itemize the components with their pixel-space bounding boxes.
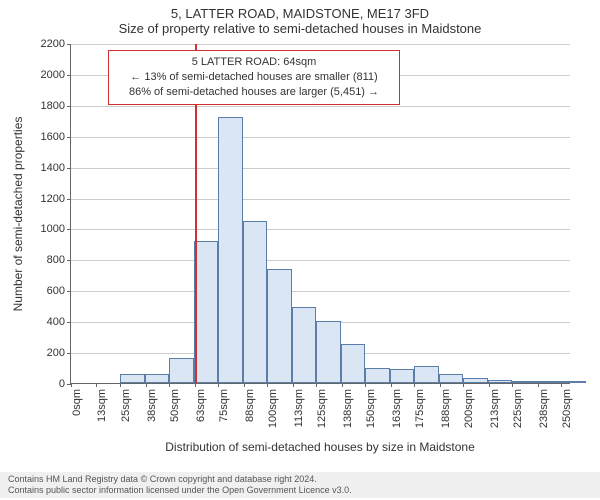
xtick-mark xyxy=(244,383,245,387)
histogram-bar xyxy=(267,269,292,383)
gridline xyxy=(71,199,570,200)
xtick-mark xyxy=(440,383,441,387)
x-axis-label: Distribution of semi-detached houses by … xyxy=(165,440,475,454)
histogram-bar xyxy=(365,368,390,383)
annotation-line-1: 5 LATTER ROAD: 64sqm xyxy=(117,55,391,70)
xtick-mark xyxy=(120,383,121,387)
xtick-label: 238sqm xyxy=(538,389,550,428)
histogram-bar xyxy=(120,374,145,383)
xtick-mark xyxy=(391,383,392,387)
xtick-mark xyxy=(293,383,294,387)
gridline xyxy=(71,106,570,107)
xtick-label: 113sqm xyxy=(293,389,305,427)
gridline xyxy=(71,260,570,261)
ytick-label: 0 xyxy=(59,378,71,390)
title-line-2: Size of property relative to semi-detach… xyxy=(0,21,600,36)
title-line-1: 5, LATTER ROAD, MAIDSTONE, ME17 3FD xyxy=(0,6,600,21)
ytick-label: 2200 xyxy=(41,38,71,50)
annotation-line-2: ← 13% of semi-detached houses are smalle… xyxy=(117,70,391,85)
histogram-bar xyxy=(463,378,488,383)
histogram-bar xyxy=(145,374,170,383)
xtick-mark xyxy=(71,383,72,387)
attribution-line-2: Contains public sector information licen… xyxy=(8,485,592,496)
xtick-mark xyxy=(218,383,219,387)
ytick-label: 400 xyxy=(47,316,71,328)
xtick-mark xyxy=(342,383,343,387)
xtick-mark xyxy=(169,383,170,387)
xtick-label: 25sqm xyxy=(120,389,132,422)
histogram-bar xyxy=(537,381,562,383)
histogram-bar xyxy=(341,344,366,383)
xtick-mark xyxy=(512,383,513,387)
xtick-label: 100sqm xyxy=(267,389,279,428)
xtick-mark xyxy=(316,383,317,387)
histogram-bar xyxy=(488,380,513,383)
ytick-label: 200 xyxy=(47,347,71,359)
ytick-label: 1200 xyxy=(41,193,71,205)
xtick-label: 138sqm xyxy=(342,389,354,428)
xtick-mark xyxy=(267,383,268,387)
xtick-mark xyxy=(561,383,562,387)
histogram-bar xyxy=(390,369,415,383)
xtick-label: 0sqm xyxy=(71,389,83,416)
annotation-line-3: 86% of semi-detached houses are larger (… xyxy=(117,85,391,100)
xtick-mark xyxy=(195,383,196,387)
histogram-bar xyxy=(169,358,194,383)
gridline xyxy=(71,291,570,292)
histogram-bar xyxy=(561,381,586,383)
xtick-label: 63sqm xyxy=(195,389,207,422)
xtick-mark xyxy=(489,383,490,387)
xtick-label: 38sqm xyxy=(146,389,158,422)
gridline xyxy=(71,168,570,169)
attribution: Contains HM Land Registry data © Crown c… xyxy=(0,472,600,498)
histogram-bar xyxy=(243,221,268,383)
chart-container: 5, LATTER ROAD, MAIDSTONE, ME17 3FD Size… xyxy=(0,0,600,500)
xtick-mark xyxy=(463,383,464,387)
ytick-label: 2000 xyxy=(41,69,71,81)
xtick-label: 75sqm xyxy=(218,389,230,422)
xtick-mark xyxy=(414,383,415,387)
xtick-label: 213sqm xyxy=(489,389,501,428)
ytick-label: 600 xyxy=(47,285,71,297)
gridline xyxy=(71,229,570,230)
ytick-label: 1600 xyxy=(41,131,71,143)
xtick-label: 175sqm xyxy=(414,389,426,428)
annotation-box: 5 LATTER ROAD: 64sqm ← 13% of semi-detac… xyxy=(108,50,400,105)
xtick-mark xyxy=(146,383,147,387)
xtick-label: 225sqm xyxy=(512,389,524,428)
xtick-label: 250sqm xyxy=(561,389,573,428)
histogram-bar xyxy=(439,374,464,383)
xtick-label: 13sqm xyxy=(96,389,108,422)
xtick-mark xyxy=(365,383,366,387)
histogram-bar xyxy=(414,366,439,383)
attribution-line-1: Contains HM Land Registry data © Crown c… xyxy=(8,474,592,485)
gridline xyxy=(71,44,570,45)
xtick-label: 125sqm xyxy=(316,389,328,428)
histogram-bar xyxy=(218,117,243,383)
ytick-label: 1000 xyxy=(41,223,71,235)
histogram-bar xyxy=(512,381,537,383)
gridline xyxy=(71,137,570,138)
ytick-label: 1800 xyxy=(41,100,71,112)
xtick-label: 50sqm xyxy=(169,389,181,422)
xtick-label: 200sqm xyxy=(463,389,475,428)
xtick-label: 163sqm xyxy=(391,389,403,428)
histogram-bar xyxy=(316,321,341,383)
histogram-bar xyxy=(292,307,317,383)
xtick-label: 88sqm xyxy=(244,389,256,422)
ytick-label: 800 xyxy=(47,254,71,266)
xtick-label: 150sqm xyxy=(365,389,377,428)
xtick-label: 188sqm xyxy=(440,389,452,428)
xtick-mark xyxy=(538,383,539,387)
xtick-mark xyxy=(96,383,97,387)
y-axis-label: Number of semi-detached properties xyxy=(11,117,25,312)
ytick-label: 1400 xyxy=(41,162,71,174)
chart-titles: 5, LATTER ROAD, MAIDSTONE, ME17 3FD Size… xyxy=(0,0,600,36)
